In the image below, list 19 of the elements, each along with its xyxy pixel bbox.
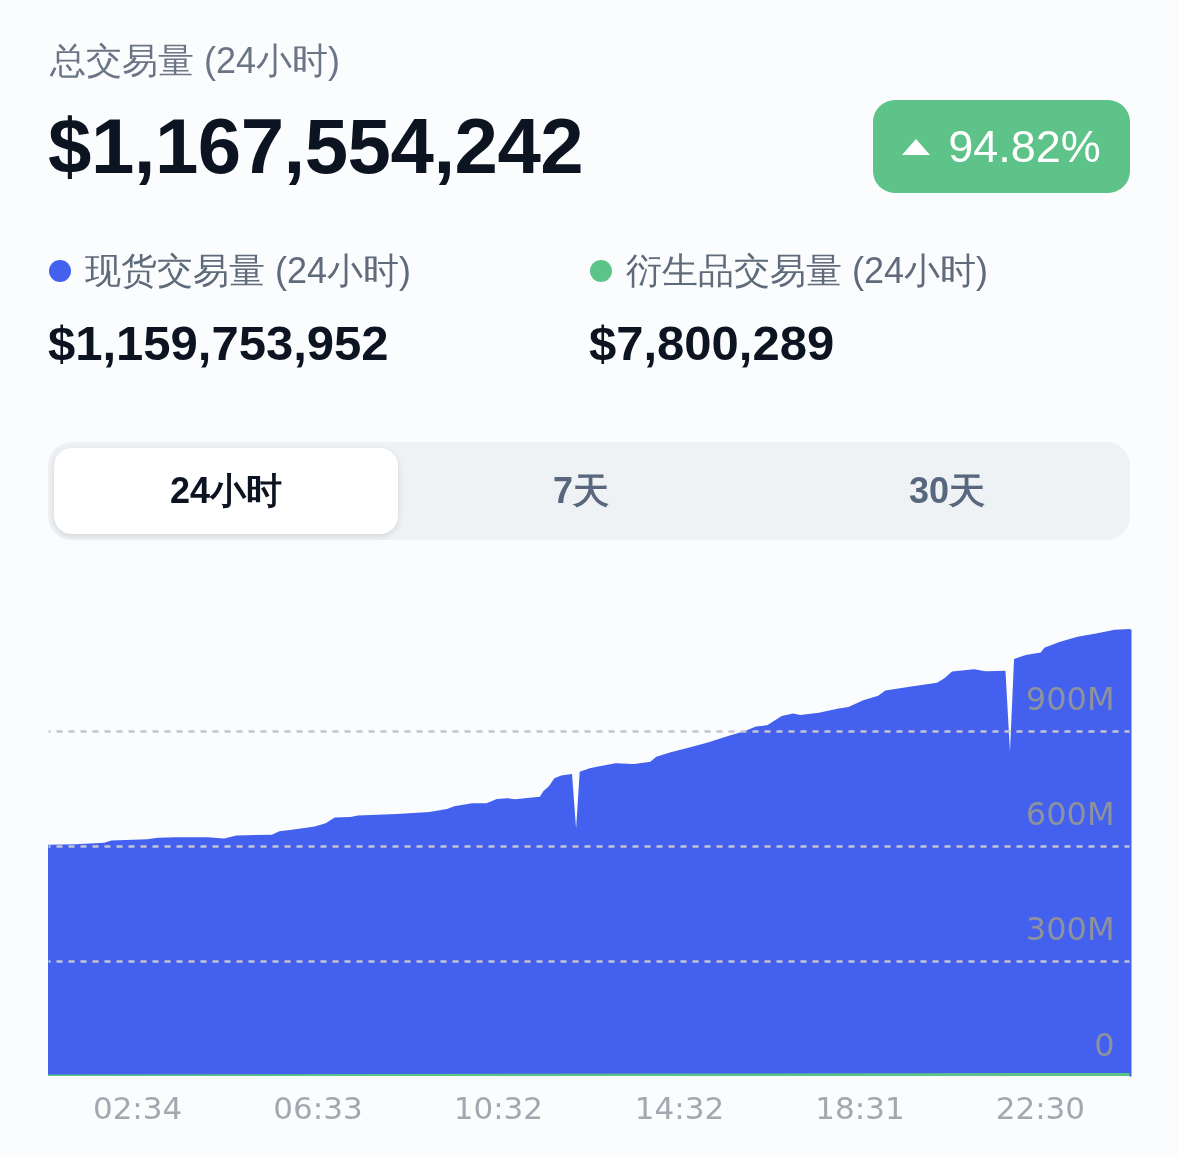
chart-title: 总交易量 (24小时): [50, 39, 341, 83]
x-tick-label: 18:31: [815, 1089, 905, 1126]
change-badge: 94.82%: [873, 100, 1130, 193]
text: $7,800,289: [589, 316, 836, 370]
y-tick-label: 900M: [1025, 680, 1115, 719]
selected-tab: 24小时: [54, 448, 398, 534]
y-tick-label: 300M: [1025, 910, 1115, 949]
y-tick-label: 600M: [1025, 795, 1115, 834]
x-tick-label: 06:33: [273, 1089, 363, 1126]
legend-label: 衍生品交易量 (24小时): [626, 249, 989, 293]
legend-label: 现货交易量 (24小时): [85, 249, 412, 293]
x-tick-label: 22:30: [995, 1089, 1086, 1126]
tab-bar: 24小时 7天 30天: [48, 442, 1130, 540]
x-tick-label: 10:32: [453, 1089, 544, 1126]
chart-subtitle: $1,167,554,242: [48, 102, 584, 190]
y-tick-label: 0: [1094, 1025, 1115, 1064]
text: $1,159,753,952: [48, 316, 390, 370]
x-tick-label: 14:32: [634, 1089, 725, 1126]
x-tick-label: 02:34: [92, 1089, 183, 1126]
